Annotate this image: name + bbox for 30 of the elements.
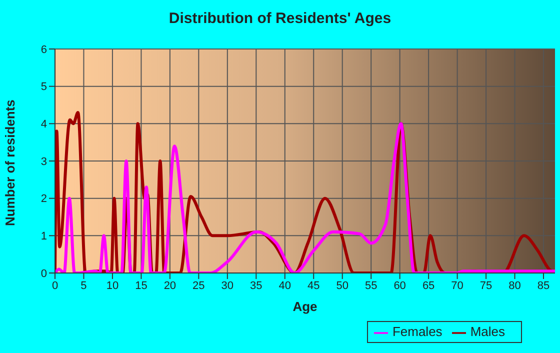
legend-label: Males xyxy=(470,324,505,339)
legend-label: Females xyxy=(392,324,442,339)
x-tick-label: 20 xyxy=(164,280,176,292)
x-tick-label: 10 xyxy=(106,280,119,292)
y-tick-label: 3 xyxy=(40,156,47,168)
x-tick-label: 40 xyxy=(278,280,292,292)
y-tick-label: 0 xyxy=(40,268,47,280)
x-tick-label: 25 xyxy=(192,280,205,292)
x-tick-label: 0 xyxy=(52,280,58,292)
x-tick-label: 35 xyxy=(250,280,262,292)
x-tick-label: 50 xyxy=(336,280,348,292)
y-tick-label: 6 xyxy=(40,44,47,56)
y-tick-label: 1 xyxy=(40,230,47,243)
x-tick-label: 45 xyxy=(307,280,320,292)
chart-title: Distribution of Residents' Ages xyxy=(168,10,392,27)
y-tick-label: 4 xyxy=(40,118,47,131)
x-tick-label: 75 xyxy=(480,280,492,292)
x-tick-label: 30 xyxy=(221,280,234,292)
y-axis-title: Number of residents xyxy=(2,100,18,226)
x-tick-label: 60 xyxy=(394,280,406,292)
x-tick-label: 85 xyxy=(537,280,550,292)
x-axis-title: Age xyxy=(292,299,318,314)
y-tick-label: 2 xyxy=(40,193,47,206)
y-tick-label: 5 xyxy=(40,81,47,94)
x-tick-label: 80 xyxy=(508,280,521,292)
x-tick-label: 15 xyxy=(135,280,148,292)
x-tick-label: 55 xyxy=(364,280,378,292)
x-tick-label: 5 xyxy=(80,280,87,292)
x-tick-label: 65 xyxy=(422,280,435,292)
x-tick-label: 70 xyxy=(451,280,464,292)
